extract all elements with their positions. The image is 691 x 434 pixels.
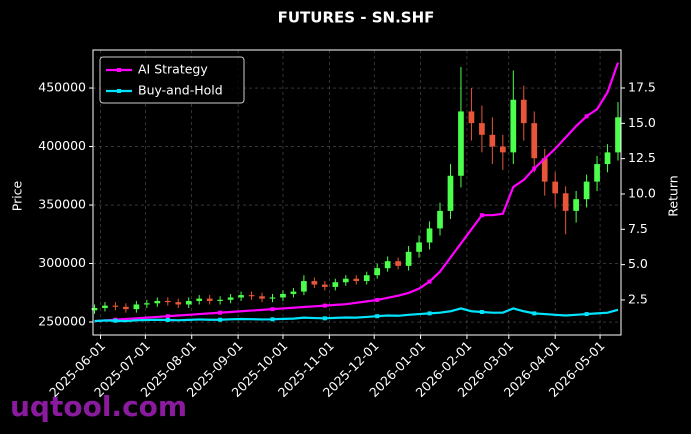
legend-label: AI Strategy	[138, 62, 208, 77]
y2-tick-label: 2.5	[628, 291, 648, 306]
candle-body	[133, 304, 140, 310]
line-marker	[532, 311, 537, 316]
line-marker	[427, 279, 432, 284]
legend-label: Buy-and-Hold	[138, 83, 223, 98]
candle-body	[301, 281, 307, 292]
candle-body	[458, 111, 464, 176]
line-marker	[165, 318, 170, 323]
candle-body	[353, 278, 360, 282]
candle-body	[499, 146, 506, 153]
candle-body	[510, 99, 517, 153]
line-marker	[113, 318, 118, 323]
return-line	[94, 62, 620, 323]
candle-body	[583, 181, 590, 200]
line-marker	[270, 317, 275, 322]
candle-body	[416, 242, 422, 252]
plot-frame	[92, 49, 622, 336]
candle-body	[615, 117, 621, 153]
y2-tick-label: 5.0	[628, 256, 648, 271]
line-marker	[218, 310, 223, 315]
candle-body	[468, 111, 475, 124]
watermark: uqtool.com	[10, 390, 187, 423]
line-marker	[322, 316, 327, 321]
candle-body	[238, 295, 244, 298]
line-marker	[479, 213, 484, 218]
candle-body	[196, 298, 203, 301]
candle-body	[541, 158, 548, 182]
candle-body	[217, 299, 223, 301]
line-marker	[218, 317, 223, 322]
legend-marker	[117, 89, 121, 93]
candle-body	[91, 307, 98, 311]
candle-body	[562, 193, 569, 211]
y-tick-label: 350000	[38, 197, 86, 212]
candle-body	[280, 293, 286, 298]
candle-body	[269, 297, 276, 299]
candle-body	[248, 295, 255, 297]
line-marker	[479, 309, 484, 314]
y-axis-label: Price	[10, 180, 25, 211]
candle-body	[259, 296, 265, 299]
y-tick-label: 300000	[38, 255, 86, 270]
candle-body	[321, 284, 328, 287]
candle-body	[520, 99, 527, 124]
candle-body	[185, 300, 192, 305]
candle-body	[102, 305, 108, 308]
candle-body	[206, 298, 213, 301]
candle-body	[405, 251, 412, 266]
y2-tick-label: 10.0	[628, 185, 656, 200]
candle-body	[604, 152, 611, 165]
y2-tick-label: 17.5	[628, 80, 656, 95]
y2-tick-label: 15.0	[628, 115, 656, 130]
line-marker	[375, 297, 380, 302]
line-marker	[584, 312, 589, 317]
y-tick-label: 400000	[38, 138, 86, 153]
line-marker	[270, 307, 275, 312]
candle-body	[489, 134, 496, 147]
candle-body	[332, 282, 339, 287]
y-tick-label: 450000	[38, 80, 86, 95]
candle-body	[374, 268, 381, 276]
candle-body	[123, 306, 129, 310]
candle-body	[363, 275, 370, 282]
y-tick-label: 250000	[38, 314, 86, 329]
candle-body	[175, 302, 182, 305]
plot-area	[91, 50, 621, 335]
y2-axis-label: Return	[666, 175, 681, 216]
candle-body	[342, 278, 349, 283]
candle-body	[384, 261, 391, 269]
line-marker	[165, 314, 170, 319]
candle-body	[479, 123, 485, 135]
candle-body	[594, 164, 600, 182]
candle-body	[143, 303, 150, 305]
chart-title: FUTURES - SN.SHF	[278, 9, 435, 27]
candle-body	[531, 123, 538, 159]
candle-body	[437, 210, 443, 229]
line-marker	[322, 303, 327, 308]
candle-body	[426, 228, 433, 243]
line-marker	[427, 311, 432, 316]
line-marker	[532, 166, 537, 171]
candle-body	[552, 181, 559, 194]
legend-box	[99, 56, 245, 104]
y2-tick-label: 7.5	[628, 221, 648, 236]
candle-body	[164, 300, 171, 303]
candle-body	[290, 291, 297, 294]
line-marker	[375, 314, 380, 319]
y2-tick-label: 12.5	[628, 150, 656, 165]
legend-marker	[117, 68, 121, 72]
line-marker	[584, 114, 589, 119]
candle-body	[311, 281, 318, 285]
candle-body	[154, 300, 161, 304]
return-line	[94, 307, 619, 323]
candle-body	[227, 297, 234, 300]
candle-body	[112, 305, 119, 307]
candle-body	[395, 261, 401, 266]
candle-body	[447, 175, 454, 211]
candle-body	[573, 199, 579, 211]
